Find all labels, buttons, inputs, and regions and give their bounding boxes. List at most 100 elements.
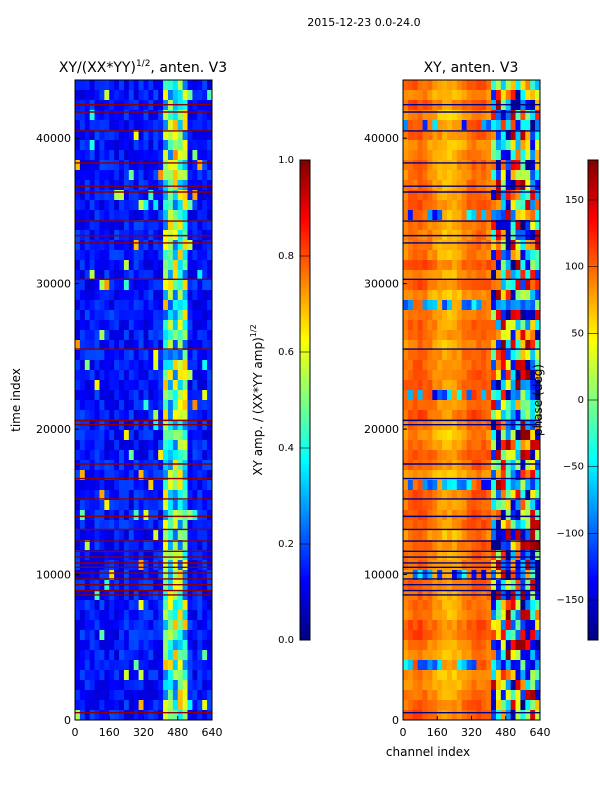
amplitude-heatmap-cell [207, 140, 213, 151]
amplitude-heatmap-cell [89, 500, 95, 511]
phase-heatmap-cell [486, 440, 492, 451]
amplitude-heatmap-cell [94, 130, 100, 141]
phase-heatmap-cell [422, 670, 428, 681]
phase-heatmap-cell [510, 340, 516, 351]
phase-heatmap-cell [525, 260, 531, 271]
phase-heatmap-cell [476, 360, 482, 371]
phase-heatmap-cell [520, 270, 526, 281]
amplitude-heatmap-cell [197, 660, 203, 671]
amplitude-heatmap-cell [84, 160, 90, 171]
amplitude-heatmap-cell [128, 160, 135, 171]
phase-heatmap-cell [432, 650, 438, 661]
amplitude-heatmap-cell [119, 300, 125, 311]
amplitude-heatmap-cell [153, 220, 159, 231]
amplitude-heatmap-cell [153, 660, 159, 671]
phase-heatmap-cell [403, 690, 409, 701]
amplitude-heatmap-cell [138, 140, 144, 151]
phase-heatmap-cell [530, 620, 536, 631]
phase-heatmap-cell [505, 610, 511, 621]
amplitude-heatmap-cell [128, 640, 135, 651]
amplitude-heatmap-cell [104, 690, 110, 701]
phase-heatmap-cell [486, 550, 492, 561]
phase-heatmap-cell [456, 190, 463, 201]
amplitude-heatmap-cell [119, 620, 125, 631]
phase-heatmap-cell [422, 660, 428, 671]
phase-heatmap-cell [466, 180, 472, 191]
amplitude-heatmap-cell [128, 390, 135, 401]
phase-heatmap-cell [515, 140, 521, 151]
phase-heatmap-cell [412, 560, 418, 571]
phase-heatmap-cell [437, 630, 443, 641]
phase-heatmap-cell [505, 300, 511, 311]
phase-heatmap-cell [456, 520, 463, 531]
phase-heatmap-cell [403, 510, 409, 521]
phase-heatmap-cell [432, 500, 438, 511]
phase-x-tick-label: 480 [495, 726, 516, 739]
phase-heatmap-cell [447, 500, 453, 511]
amplitude-heatmap-cell [75, 700, 81, 711]
phase-heatmap-cell [456, 370, 463, 381]
amplitude-heatmap-cell [197, 510, 203, 521]
phase-heatmap-cell [520, 690, 526, 701]
amplitude-heatmap-cell [84, 430, 90, 441]
phase-heatmap-cell [505, 430, 511, 441]
phase-heatmap-cell [417, 640, 423, 651]
amplitude-heatmap-cell [133, 440, 139, 451]
phase-heatmap-cell [510, 390, 516, 401]
amplitude-heatmap-cell [138, 240, 144, 251]
phase-heatmap-cell [471, 390, 477, 401]
amplitude-heatmap-cell [75, 330, 81, 341]
phase-heatmap-cell [466, 650, 472, 661]
phase-heatmap-cell [407, 80, 414, 91]
phase-heatmap-cell [437, 130, 443, 141]
amplitude-heatmap-cell [94, 400, 100, 411]
amplitude-heatmap-cell [119, 520, 125, 531]
amplitude-heatmap-cell [123, 530, 130, 541]
amplitude-heatmap-cell [84, 250, 90, 261]
phase-heatmap-cell [520, 640, 526, 651]
phase-heatmap-cell [495, 650, 502, 661]
amplitude-heatmap-cell [133, 640, 139, 651]
amplitude-heatmap-cell [202, 260, 208, 271]
phase-heatmap-cell [412, 660, 418, 671]
phase-heatmap-cell [451, 170, 458, 181]
amplitude-heatmap-cell [75, 90, 81, 101]
phase-heatmap-cell [476, 330, 482, 341]
phase-heatmap-cell [412, 360, 418, 371]
amplitude-heatmap-cell [128, 530, 135, 541]
amplitude-heatmap-cell [207, 510, 213, 521]
phase-heatmap-cell [456, 380, 463, 391]
amplitude-heatmap-cell [128, 690, 135, 701]
phase-heatmap-cell [491, 140, 497, 151]
phase-heatmap-cell [451, 530, 458, 541]
amplitude-heatmap-cell [143, 710, 149, 721]
phase-heatmap-cell [412, 310, 418, 321]
phase-colorbar-tick-label: −150 [557, 595, 584, 606]
phase-heatmap-cell [447, 130, 453, 141]
amplitude-heatmap-cell [207, 290, 213, 301]
amplitude-heatmap-cell [114, 380, 120, 391]
phase-heatmap-cell [476, 480, 482, 491]
amplitude-heatmap-cell [148, 210, 154, 221]
amplitude-heatmap-cell [94, 530, 100, 541]
phase-heatmap-cell [422, 460, 428, 471]
phase-heatmap-cell [476, 510, 482, 521]
amplitude-heatmap-cell [197, 260, 203, 271]
amplitude-heatmap-cell [148, 470, 154, 481]
amplitude-heatmap-cell [99, 640, 105, 651]
amplitude-heatmap-cell [89, 360, 95, 371]
amplitude-heatmap-cell [163, 690, 169, 701]
phase-heatmap-cell [476, 460, 482, 471]
amplitude-heatmap-cell [148, 180, 154, 191]
phase-heatmap-cell [486, 680, 492, 691]
phase-heatmap-cell [491, 630, 497, 641]
amplitude-heatmap-cell [79, 450, 86, 461]
phase-heatmap-cell [525, 280, 531, 291]
phase-heatmap-cell [412, 80, 418, 91]
phase-heatmap-cell [466, 200, 472, 211]
amplitude-heatmap-cell [167, 510, 174, 521]
phase-heatmap-cell [451, 610, 458, 621]
amplitude-heatmap-cell [84, 700, 90, 711]
phase-heatmap-cell [510, 260, 516, 271]
phase-heatmap-cell [515, 360, 521, 371]
